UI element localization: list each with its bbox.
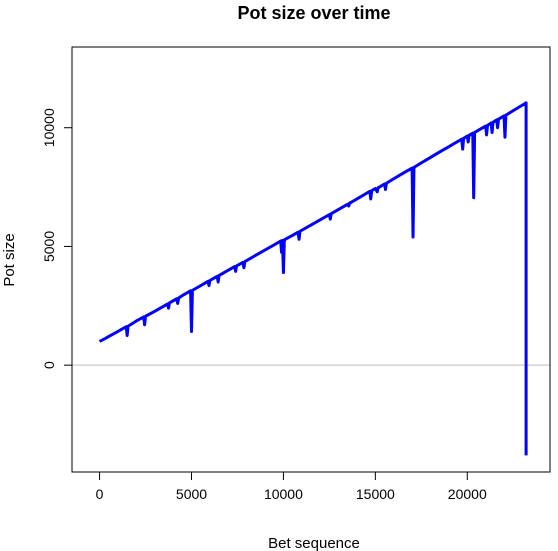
y-tick-label: 5000 [41,231,57,262]
y-axis: 0 5000 10000 [41,108,73,369]
plot-area [72,101,550,456]
x-tick-label: 5000 [176,486,207,502]
y-axis-label: Pot size [1,233,18,286]
x-tick-label: 15000 [356,486,395,502]
y-tick-label: 10000 [41,108,57,147]
chart-title: Pot size over time [237,3,390,23]
x-tick-label: 0 [96,486,104,502]
x-axis-label: Bet sequence [268,535,360,551]
x-tick-label: 10000 [264,486,303,502]
x-tick-label: 20000 [448,486,487,502]
x-axis: 0 5000 10000 15000 20000 [96,471,487,502]
y-tick-label: 0 [41,361,57,369]
plot-frame [71,46,551,473]
series-line-1 [98,101,528,456]
